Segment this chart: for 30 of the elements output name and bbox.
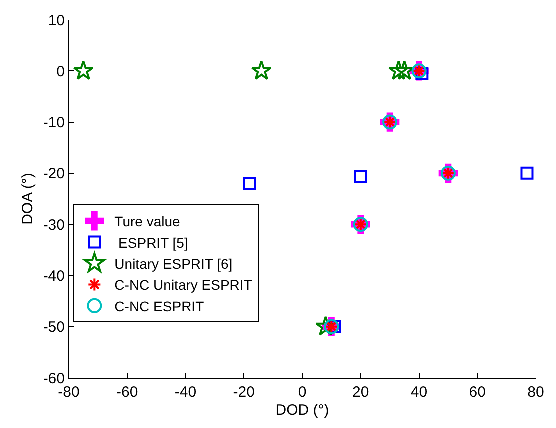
x-tick-label: -40 <box>174 384 197 401</box>
x-tick-label: 60 <box>469 384 486 401</box>
legend-label: C-NC Unitary ESPRIT <box>114 277 253 294</box>
y-tick-label: -40 <box>43 268 65 285</box>
y-tick-label: -50 <box>43 319 65 336</box>
legend-label: ESPRIT [5] <box>114 234 188 251</box>
y-tick-label: 0 <box>56 63 65 80</box>
point <box>243 177 256 190</box>
y-tick-label: 10 <box>48 12 65 30</box>
x-tick-label: -60 <box>116 384 138 401</box>
point <box>520 166 534 180</box>
point <box>394 60 415 80</box>
y-tick-label: -20 <box>43 166 65 183</box>
x-axis-title: DOD (°) <box>276 402 330 419</box>
x-tick-label: 40 <box>410 384 428 401</box>
x-tick-label: -20 <box>233 384 255 401</box>
y-axis-title: DOA (°) <box>20 173 37 225</box>
y-tick-label: -10 <box>43 114 65 132</box>
point <box>354 170 368 183</box>
point <box>73 60 94 80</box>
x-tick-label: 0 <box>298 384 307 401</box>
x-tick-label: 80 <box>528 384 544 401</box>
legend-label: Unitary ESPRIT [6] <box>114 256 233 272</box>
legend-label: Ture value <box>114 214 181 230</box>
x-tick-label: 20 <box>352 384 370 401</box>
y-tick-label: -30 <box>43 216 65 234</box>
point <box>388 60 410 80</box>
legend-label: C-NC ESPRIT <box>114 298 205 314</box>
point <box>251 60 272 80</box>
point <box>316 316 336 336</box>
